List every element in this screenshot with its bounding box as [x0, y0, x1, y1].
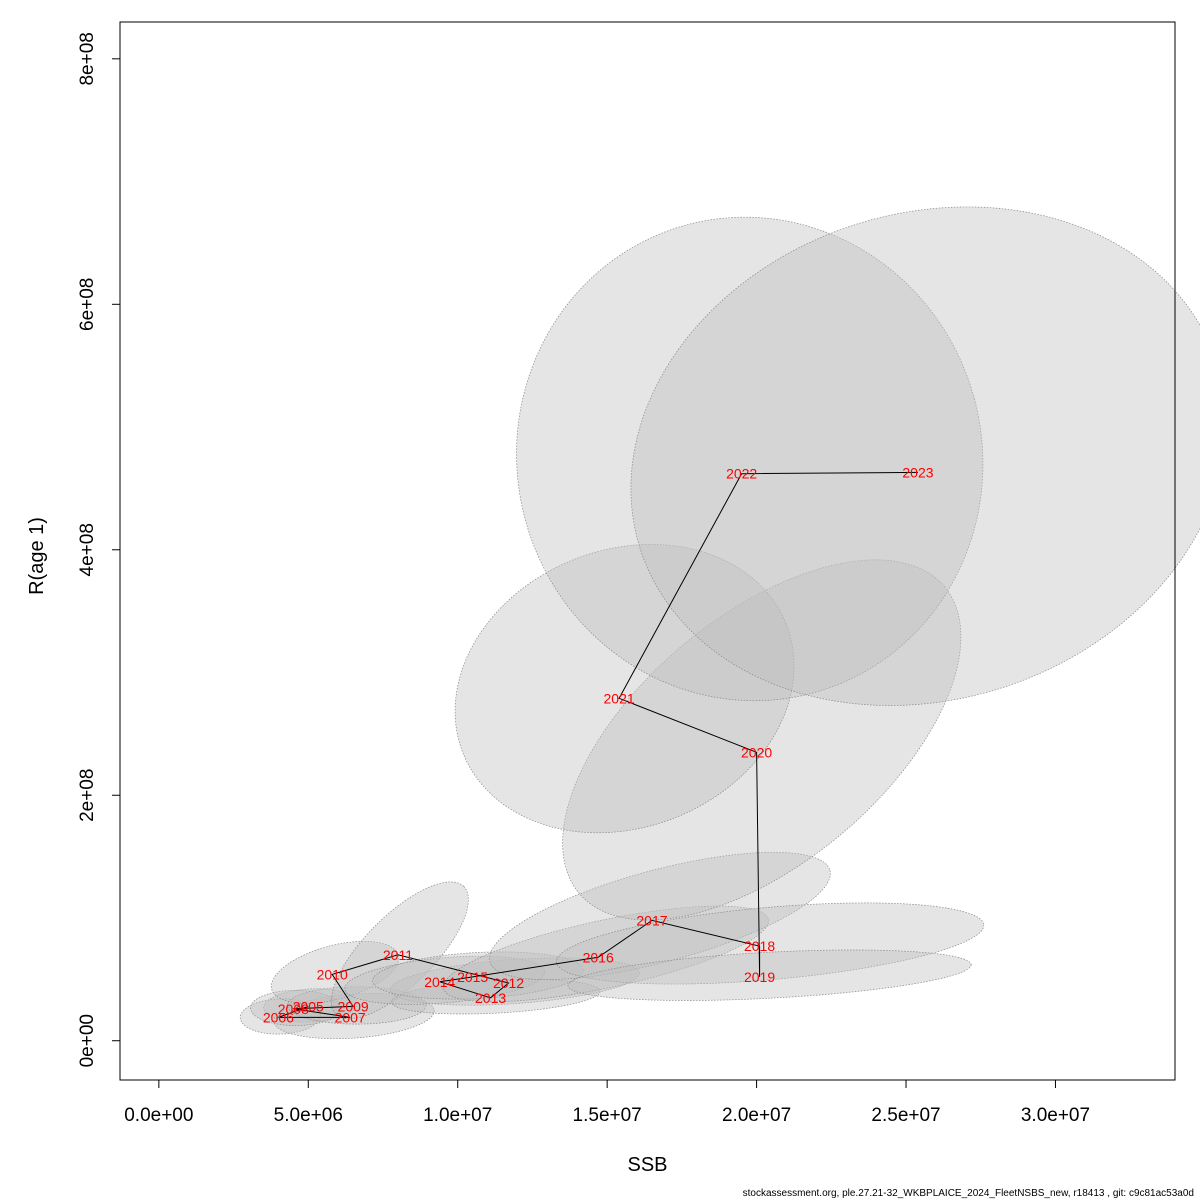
x-tick-label: 5.0e+06 [274, 1105, 343, 1126]
y-tick-label: 6e+08 [77, 278, 98, 331]
x-tick-label: 2.5e+07 [871, 1105, 940, 1126]
year-label-2016: 2016 [583, 949, 614, 965]
ellipse-2020 [562, 559, 962, 921]
year-label-2005: 2005 [293, 998, 324, 1014]
y-tick-label: 8e+08 [77, 32, 98, 85]
year-label-2022: 2022 [726, 466, 757, 482]
ellipse-2013 [391, 978, 601, 1015]
year-label-2008: 2008 [278, 1001, 309, 1017]
ellipse-2011 [331, 881, 469, 1020]
x-tick-label: 3.0e+07 [1021, 1105, 1090, 1126]
ellipse-2012 [389, 957, 640, 1006]
year-label-2007: 2007 [335, 1009, 366, 1025]
year-label-2014: 2014 [424, 974, 455, 990]
x-axis-title: SSB [627, 1154, 667, 1176]
year-label-2010: 2010 [317, 966, 348, 982]
year-label-2021: 2021 [604, 690, 635, 706]
x-tick-label: 1.5e+07 [573, 1105, 642, 1126]
year-label-2013: 2013 [475, 990, 506, 1006]
ellipse-2022 [516, 216, 984, 702]
y-tick-label: 2e+08 [77, 769, 98, 822]
year-label-2011: 2011 [383, 947, 413, 963]
year-label-2018: 2018 [744, 938, 775, 954]
year-label-2006: 2006 [263, 1009, 294, 1025]
ellipse-2007 [273, 993, 435, 1040]
ellipse-2023 [630, 206, 1200, 706]
year-label-2017: 2017 [636, 912, 667, 928]
x-axis: 0.0e+00 5.0e+06 1.0e+07 1.5e+07 2.0e+07 2.5e+… [124, 1079, 1090, 1126]
x-tick-label: 2.0e+07 [722, 1105, 791, 1126]
y-axis: 0e+00 2e+08 4e+08 6e+08 8e+08 [77, 32, 121, 1067]
year-label-2015: 2015 [457, 969, 488, 985]
confidence-ellipses [239, 206, 1200, 1040]
ellipse-2016 [443, 905, 769, 1003]
year-label-2019: 2019 [744, 969, 775, 985]
x-tick-label: 1.0e+07 [423, 1105, 492, 1126]
x-tick-label: 0.0e+00 [124, 1105, 193, 1126]
year-label-2020: 2020 [741, 744, 772, 760]
ellipse-2017 [489, 851, 831, 980]
ellipse-2014 [344, 955, 545, 1005]
ellipse-2008 [250, 989, 342, 1026]
y-axis-title: R(age 1) [26, 517, 48, 595]
y-tick-label: 0e+00 [77, 1014, 98, 1067]
y-tick-label: 4e+08 [77, 523, 98, 576]
year-label-2009: 2009 [338, 998, 369, 1014]
ellipse-2019 [567, 949, 972, 1001]
year-label-2012: 2012 [493, 975, 524, 991]
ellipse-2009 [286, 986, 427, 1025]
sr-trajectory-line [278, 471, 919, 1018]
footer-credit: stockassessment.org, ple.27.21-32_WKBPLA… [743, 1188, 1194, 1199]
year-label-2023: 2023 [902, 464, 933, 480]
